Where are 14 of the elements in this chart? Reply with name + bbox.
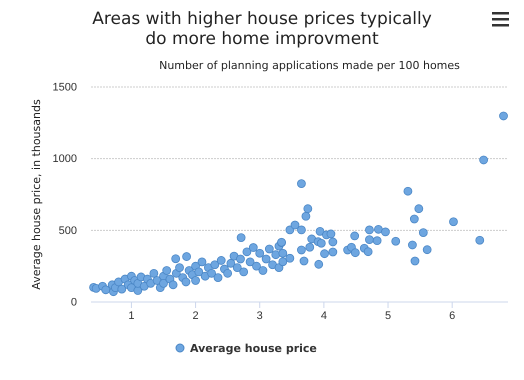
x-tick-label: 4 — [320, 310, 327, 322]
x-axis-title: Number of planning applications made per 100 homes — [159, 59, 460, 72]
y-axis-title: Average house price, in thousands — [30, 99, 43, 290]
x-tick-label: 6 — [449, 310, 456, 322]
y-tick-label: 1000 — [52, 153, 77, 166]
legend-label: Average house price — [190, 342, 317, 355]
x-tick-label: 2 — [192, 310, 199, 322]
y-tick-label: 0 — [70, 296, 77, 309]
y-tick-label: 500 — [58, 224, 77, 237]
y-tick-label: 1500 — [52, 82, 77, 94]
chart-title: Areas with higher house prices typically do more home improvment — [92, 9, 432, 49]
x-tick-label: 3 — [256, 310, 263, 322]
x-tick-label: 1 — [128, 310, 134, 322]
x-tick-label: 5 — [384, 310, 392, 322]
